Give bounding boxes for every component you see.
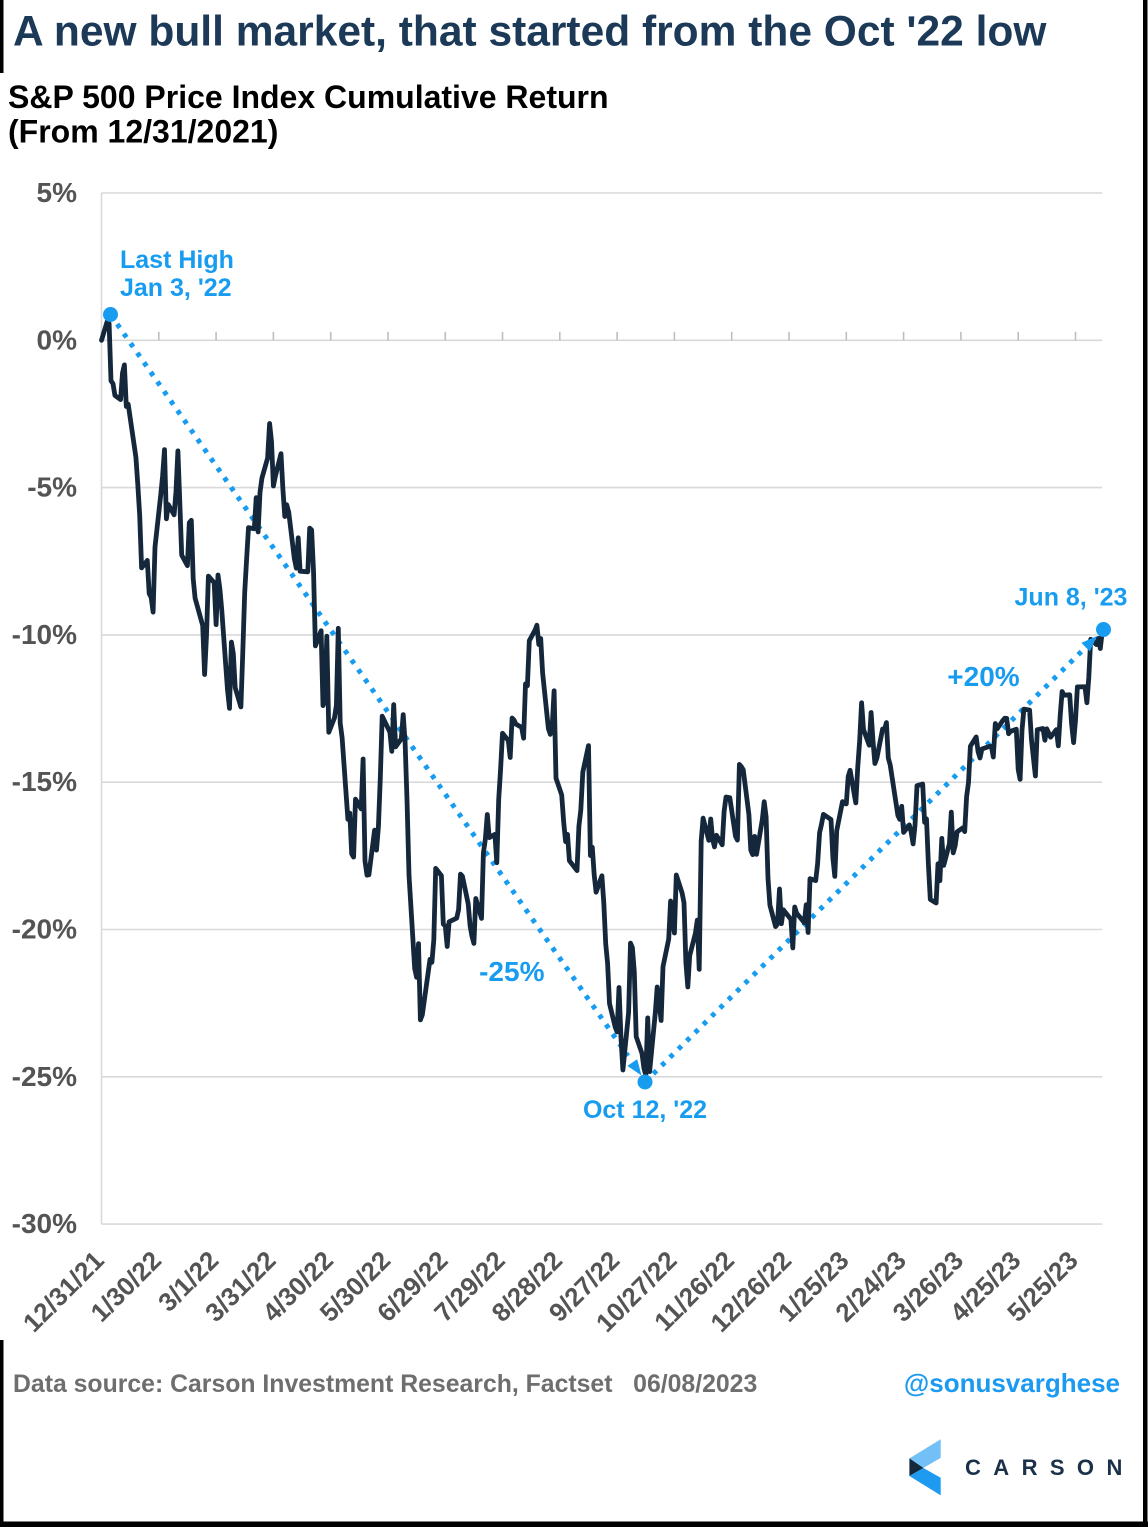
svg-text:-25%: -25%	[12, 1061, 77, 1092]
svg-text:Jan 3, '22: Jan 3, '22	[120, 274, 232, 302]
svg-text:5%: 5%	[37, 177, 78, 208]
svg-text:Jun 8, '23: Jun 8, '23	[1015, 584, 1128, 612]
svg-text:-5%: -5%	[27, 472, 77, 503]
svg-text:CARSON: CARSON	[965, 1455, 1135, 1480]
svg-text:0%: 0%	[37, 324, 78, 355]
svg-text:(From 12/31/2021): (From 12/31/2021)	[8, 114, 278, 150]
svg-text:Data source: Carson Investment: Data source: Carson Investment Research,…	[13, 1371, 757, 1398]
svg-text:S&P 500 Price Index Cumulative: S&P 500 Price Index Cumulative Return	[8, 79, 609, 115]
svg-text:Last High: Last High	[120, 246, 234, 274]
svg-text:-30%: -30%	[12, 1208, 77, 1239]
svg-text:-10%: -10%	[12, 619, 77, 650]
svg-text:-25%: -25%	[479, 956, 544, 987]
svg-text:Oct 12, '22: Oct 12, '22	[583, 1096, 707, 1124]
svg-text:+20%: +20%	[947, 661, 1019, 692]
svg-text:A new bull market, that starte: A new bull market, that started from the…	[13, 9, 1047, 56]
svg-text:-20%: -20%	[12, 914, 77, 945]
svg-text:-15%: -15%	[12, 766, 77, 797]
svg-text:@sonusvarghese: @sonusvarghese	[904, 1368, 1120, 1398]
